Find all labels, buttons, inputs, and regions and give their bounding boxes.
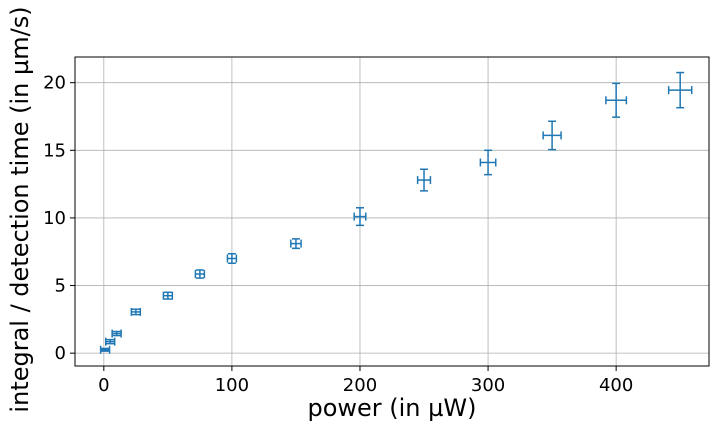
x-tick-label: 0 (98, 375, 109, 396)
series (99, 71, 693, 354)
y-tick-label: 20 (43, 73, 66, 94)
y-axis-label: integral / detection time (in µm/s) (6, 6, 34, 412)
data-point (162, 291, 174, 300)
y-tick-label: 5 (55, 276, 66, 297)
x-tick-label: 300 (471, 375, 505, 396)
x-tick-label: 200 (343, 375, 377, 396)
data-point (226, 253, 238, 264)
data-point (194, 269, 206, 279)
data-point (416, 168, 432, 192)
data-point (353, 207, 367, 227)
y-tick-label: 10 (43, 208, 66, 229)
data-point (130, 307, 142, 316)
data-point (290, 238, 302, 250)
data-point (605, 82, 628, 118)
x-tick-label: 400 (599, 375, 633, 396)
data-point (667, 71, 693, 109)
data-point (479, 149, 497, 176)
y-tick-label: 0 (55, 343, 66, 364)
data-point (104, 337, 116, 346)
data-point (111, 329, 122, 338)
plot-frame (74, 56, 710, 367)
data-point (542, 120, 562, 151)
x-tick-label: 100 (215, 375, 249, 396)
x-axis-label: power (in µW) (307, 394, 476, 422)
y-tick-label: 15 (43, 140, 66, 161)
ticks: 0 100 200 300 400 0 5 10 15 20 (43, 73, 633, 396)
data-point (99, 345, 111, 354)
